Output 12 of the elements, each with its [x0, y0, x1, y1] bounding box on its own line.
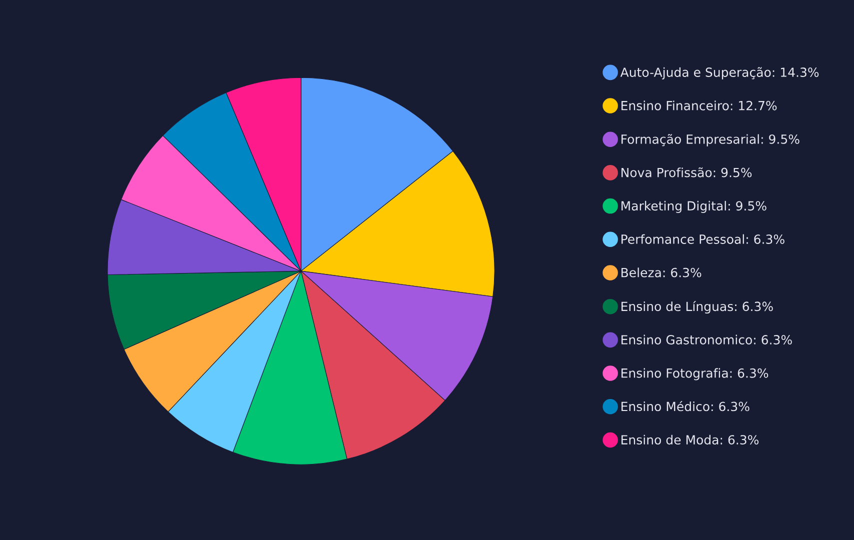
legend-label: Perfomance Pessoal: 6.3%: [622, 234, 784, 244]
legend-label: Ensino Médico: 6.3%: [622, 401, 750, 412]
legend-label: Ensino Gastronomico: 6.3%: [622, 334, 792, 344]
legend-label: Ensino Fotografia: 6.3%: [622, 368, 768, 380]
legend-label: Nova Profissão: 9.5%: [622, 167, 752, 178]
legend-label: Ensino de Línguas: 6.3%: [622, 300, 773, 314]
legend-label: Beleza: 6.3%: [622, 268, 702, 278]
legend-label: Marketing Digital: 9.5%: [622, 200, 766, 214]
legend-label: Auto-Ajuda e Superação: 14.3%: [620, 67, 819, 80]
legend-label: Ensino de Moda: 6.3%: [622, 434, 759, 445]
legend-label: Formação Empresarial: 9.5%: [622, 134, 800, 146]
legend-label: Ensino Financeiro: 12.7%: [622, 100, 777, 110]
